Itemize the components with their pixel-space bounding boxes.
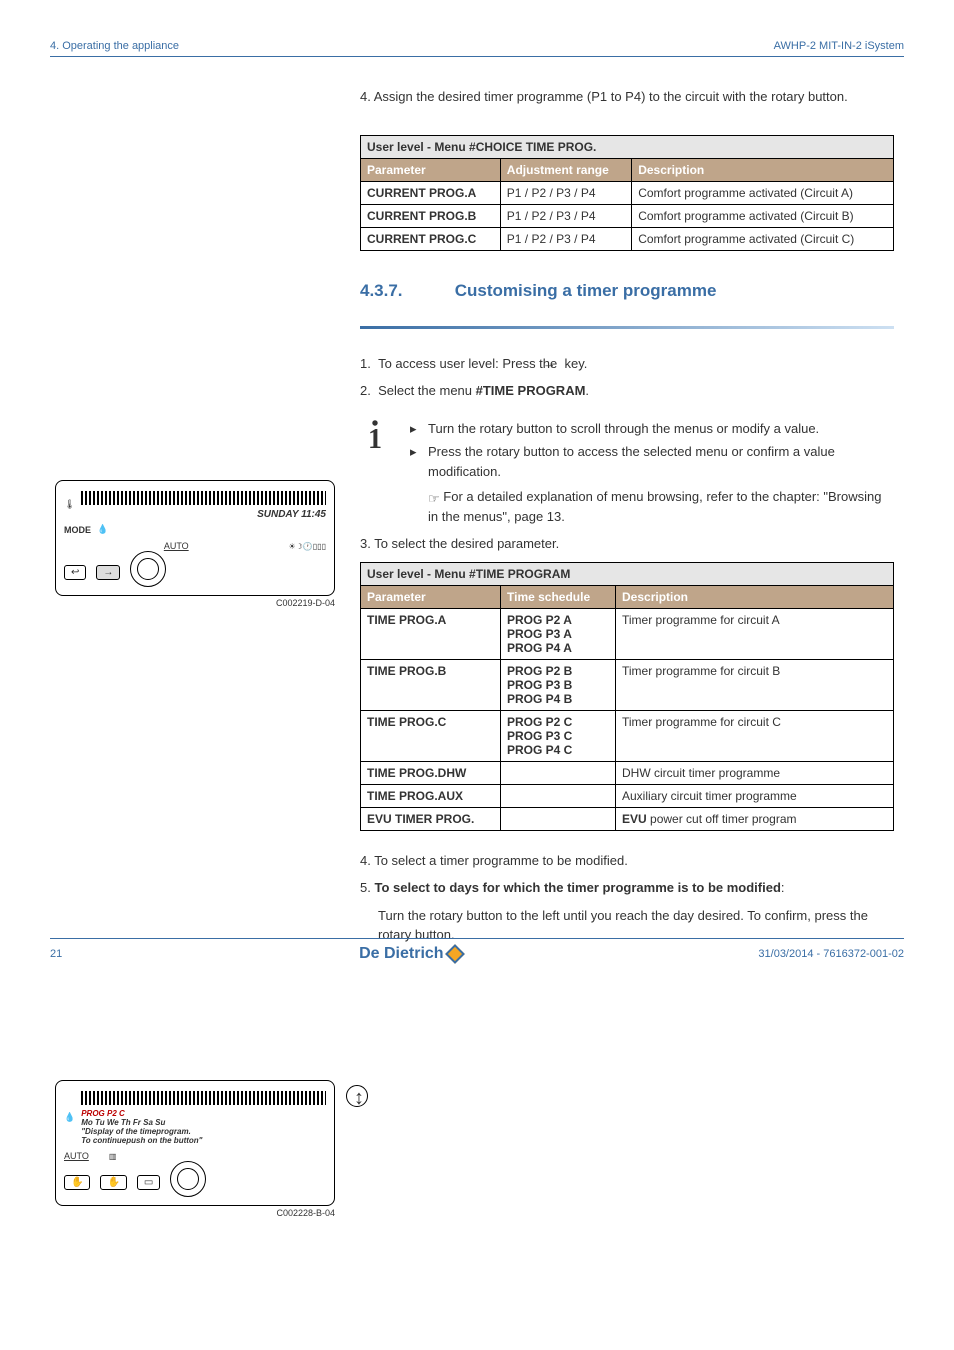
main-content: 4. Assign the desired timer programme (P… xyxy=(360,87,894,945)
table-row: TIME PROG.A PROG P2 A PROG P3 A PROG P4 … xyxy=(361,608,894,659)
pointer-hand-icon: ☞ xyxy=(428,489,440,509)
table-row: TIME PROG.C PROG P2 C PROG P3 C PROG P4 … xyxy=(361,710,894,761)
fig1-auto: AUTO xyxy=(164,541,189,551)
info-bullet: ▸Press the rotary button to access the s… xyxy=(410,442,894,481)
table-row: CURRENT PROG.A P1 / P2 / P3 / P4 Comfort… xyxy=(361,181,894,204)
table1-h0: Parameter xyxy=(361,158,501,181)
table2-h0: Parameter xyxy=(361,585,501,608)
info-bullet: ▸Turn the rotary button to scroll throug… xyxy=(410,419,894,439)
brand-logo: De Dietrich xyxy=(359,945,461,963)
table-row: TIME PROG.B PROG P2 B PROG P3 B PROG P4 … xyxy=(361,659,894,710)
figure1-caption: C002219-D-04 xyxy=(55,598,335,608)
header-right: AWHP-2 MIT-IN-2 iSystem xyxy=(774,40,904,52)
table-row: TIME PROG.AUX Auxiliary circuit timer pr… xyxy=(361,784,894,807)
drop-icon: 💧 xyxy=(64,1112,75,1123)
section-heading: 4.3.7. Customising a timer programme xyxy=(360,281,894,301)
info-list: ▸Turn the rotary button to scroll throug… xyxy=(410,419,894,527)
info-refer: ☞ For a detailed explanation of menu bro… xyxy=(410,487,894,526)
table-row: TIME PROG.DHW DHW circuit timer programm… xyxy=(361,761,894,784)
table1-title: User level - Menu #CHOICE TIME PROG. xyxy=(361,135,894,158)
table2-h2: Description xyxy=(616,585,894,608)
table-row: CURRENT PROG.B P1 / P2 / P3 / P4 Comfort… xyxy=(361,204,894,227)
section-number: 4.3.7. xyxy=(360,281,450,301)
table1-h1: Adjustment range xyxy=(500,158,631,181)
rotary-knob-icon xyxy=(170,1161,206,1197)
fig2-prog: PROG P2 C xyxy=(81,1109,326,1118)
table-row: CURRENT PROG.C P1 / P2 / P3 / P4 Comfort… xyxy=(361,227,894,250)
page-number: 21 xyxy=(50,948,62,960)
table2-h1: Time schedule xyxy=(501,585,616,608)
step-2: 2. Select the menu #TIME PROGRAM. xyxy=(360,381,894,401)
box-icon: ▭ xyxy=(137,1175,160,1190)
header-left: 4. Operating the appliance xyxy=(50,40,179,52)
time-program-table: User level - Menu #TIME PROGRAM Paramete… xyxy=(360,562,894,831)
figure-1: 🌡 SUNDAY 11:45 MODE 💧 AUTO ☀☽🕐▯▯▯ ↩ → C0… xyxy=(55,480,335,608)
fig2-auto: AUTO xyxy=(64,1151,89,1161)
fig1-mode: MODE xyxy=(64,525,91,535)
step-1: 1. To access user level: Press the → key… xyxy=(360,354,894,374)
figure-2: ↕ 💧 PROG P2 C Mo Tu We Th Fr Sa Su "Disp… xyxy=(55,1080,335,1218)
rotary-knob-icon xyxy=(130,551,166,587)
figure2-caption: C002228-B-04 xyxy=(55,1208,335,1218)
hand-left-icon: ✋ xyxy=(64,1175,90,1190)
fig2-line2: To continuepush on the button" xyxy=(81,1136,326,1145)
step-3: 3. To select the desired parameter. xyxy=(360,534,894,554)
info-icon: •1 xyxy=(360,419,390,451)
logo-diamond-icon xyxy=(445,944,465,964)
page-footer: 21 De Dietrich 31/03/2014 - 7616372-001-… xyxy=(50,938,904,963)
step-5: 5. To select to days for which the timer… xyxy=(360,878,894,898)
fig2-line1: "Display of the timeprogram. xyxy=(81,1127,326,1136)
icons-row: ☀☽🕐▯▯▯ xyxy=(288,542,326,551)
info-block: •1 ▸Turn the rotary button to scroll thr… xyxy=(360,419,894,527)
table-row: EVU TIMER PROG. EVU power cut off timer … xyxy=(361,807,894,830)
small-knob-icon xyxy=(346,1085,368,1107)
drop-icon: 💧 xyxy=(97,524,108,535)
radiator-icon: ▥ xyxy=(109,1152,117,1161)
section-title: Customising a timer programme xyxy=(455,281,717,300)
intro-step: 4. Assign the desired timer programme (P… xyxy=(360,87,894,107)
page-header: 4. Operating the appliance AWHP-2 MIT-IN… xyxy=(50,40,904,57)
fig1-sunday: SUNDAY 11:45 xyxy=(81,509,326,520)
arrow-button-icon: → xyxy=(96,565,120,580)
footer-right: 31/03/2014 - 7616372-001-02 xyxy=(758,948,904,960)
table1-h2: Description xyxy=(632,158,894,181)
step-4: 4. To select a timer programme to be mod… xyxy=(360,851,894,871)
table2-title: User level - Menu #TIME PROGRAM xyxy=(361,562,894,585)
section-underline xyxy=(360,326,894,329)
choice-time-prog-table: User level - Menu #CHOICE TIME PROG. Par… xyxy=(360,135,894,251)
back-button-icon: ↩ xyxy=(64,565,86,580)
thermometer-icon: 🌡 xyxy=(64,499,75,510)
fig2-days: Mo Tu We Th Fr Sa Su xyxy=(81,1118,326,1127)
hand-right-icon: ✋ xyxy=(100,1175,126,1190)
